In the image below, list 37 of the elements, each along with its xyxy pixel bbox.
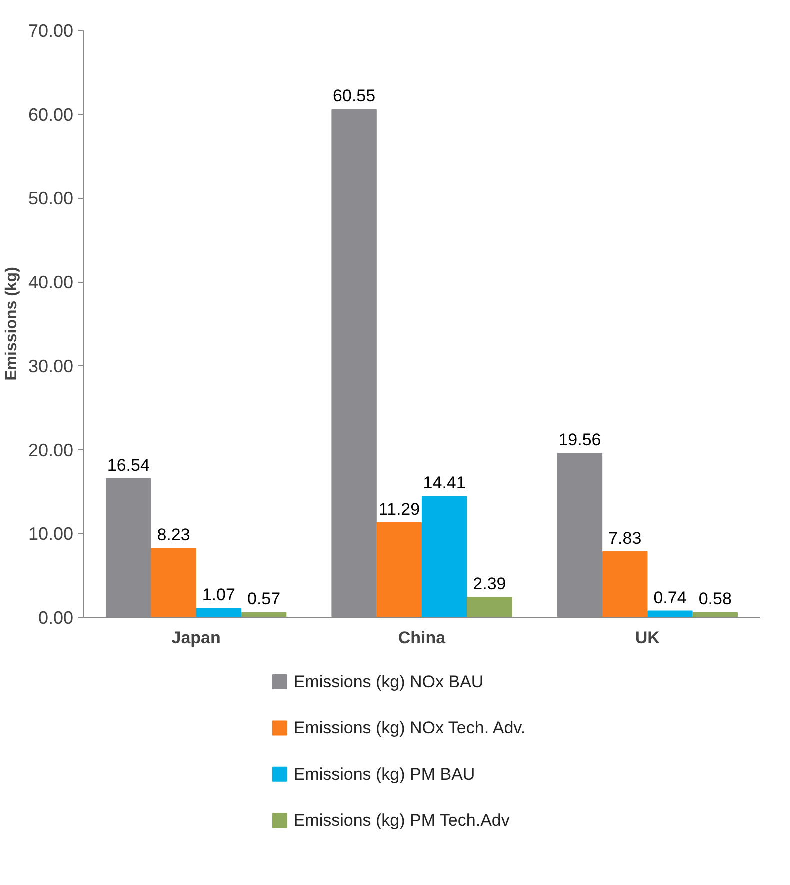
bar <box>241 612 287 618</box>
y-tick-label: 50.00 <box>28 188 74 209</box>
x-tick-label: Japan <box>172 628 221 648</box>
bar <box>602 551 648 618</box>
data-label: 8.23 <box>157 525 190 544</box>
y-tick-label: 10.00 <box>28 524 74 544</box>
data-label: 16.54 <box>107 456 150 475</box>
x-tick-label: China <box>398 628 446 648</box>
data-label: 0.58 <box>698 590 732 609</box>
y-axis-title: Emissions (kg) <box>3 267 20 381</box>
data-label: 19.56 <box>558 430 602 450</box>
y-tick-label: 0.00 <box>38 608 74 628</box>
data-label: 7.83 <box>608 528 642 548</box>
data-label: 11.29 <box>378 500 420 519</box>
bar <box>151 548 196 618</box>
y-tick-label: 40.00 <box>28 272 74 293</box>
data-label: 1.07 <box>202 586 236 605</box>
y-tick-label: 70.00 <box>28 21 74 41</box>
data-label: 0.57 <box>247 590 281 609</box>
bar <box>467 596 512 618</box>
y-tick-label: 20.00 <box>28 440 74 460</box>
data-label: 60.55 <box>333 86 376 106</box>
x-tick-label: UK <box>635 628 661 648</box>
data-label: 14.41 <box>423 474 466 493</box>
y-tick-label: 30.00 <box>28 356 74 376</box>
data-label: 0.74 <box>654 588 687 608</box>
y-tick-label: 60.00 <box>28 104 74 125</box>
bar <box>648 610 693 618</box>
bar <box>422 496 468 618</box>
legend-label: Emissions (kg) PM Tech.Adv <box>294 811 510 830</box>
legend-label: Emissions (kg) NOx Tech. Adv. <box>294 718 526 738</box>
bar <box>376 522 422 618</box>
data-label: 2.39 <box>473 574 506 594</box>
bar <box>196 608 242 618</box>
legend-label: Emissions (kg) PM BAU <box>294 764 476 784</box>
bar <box>692 612 738 618</box>
legend-label: Emissions (kg) NOx BAU <box>294 672 484 692</box>
